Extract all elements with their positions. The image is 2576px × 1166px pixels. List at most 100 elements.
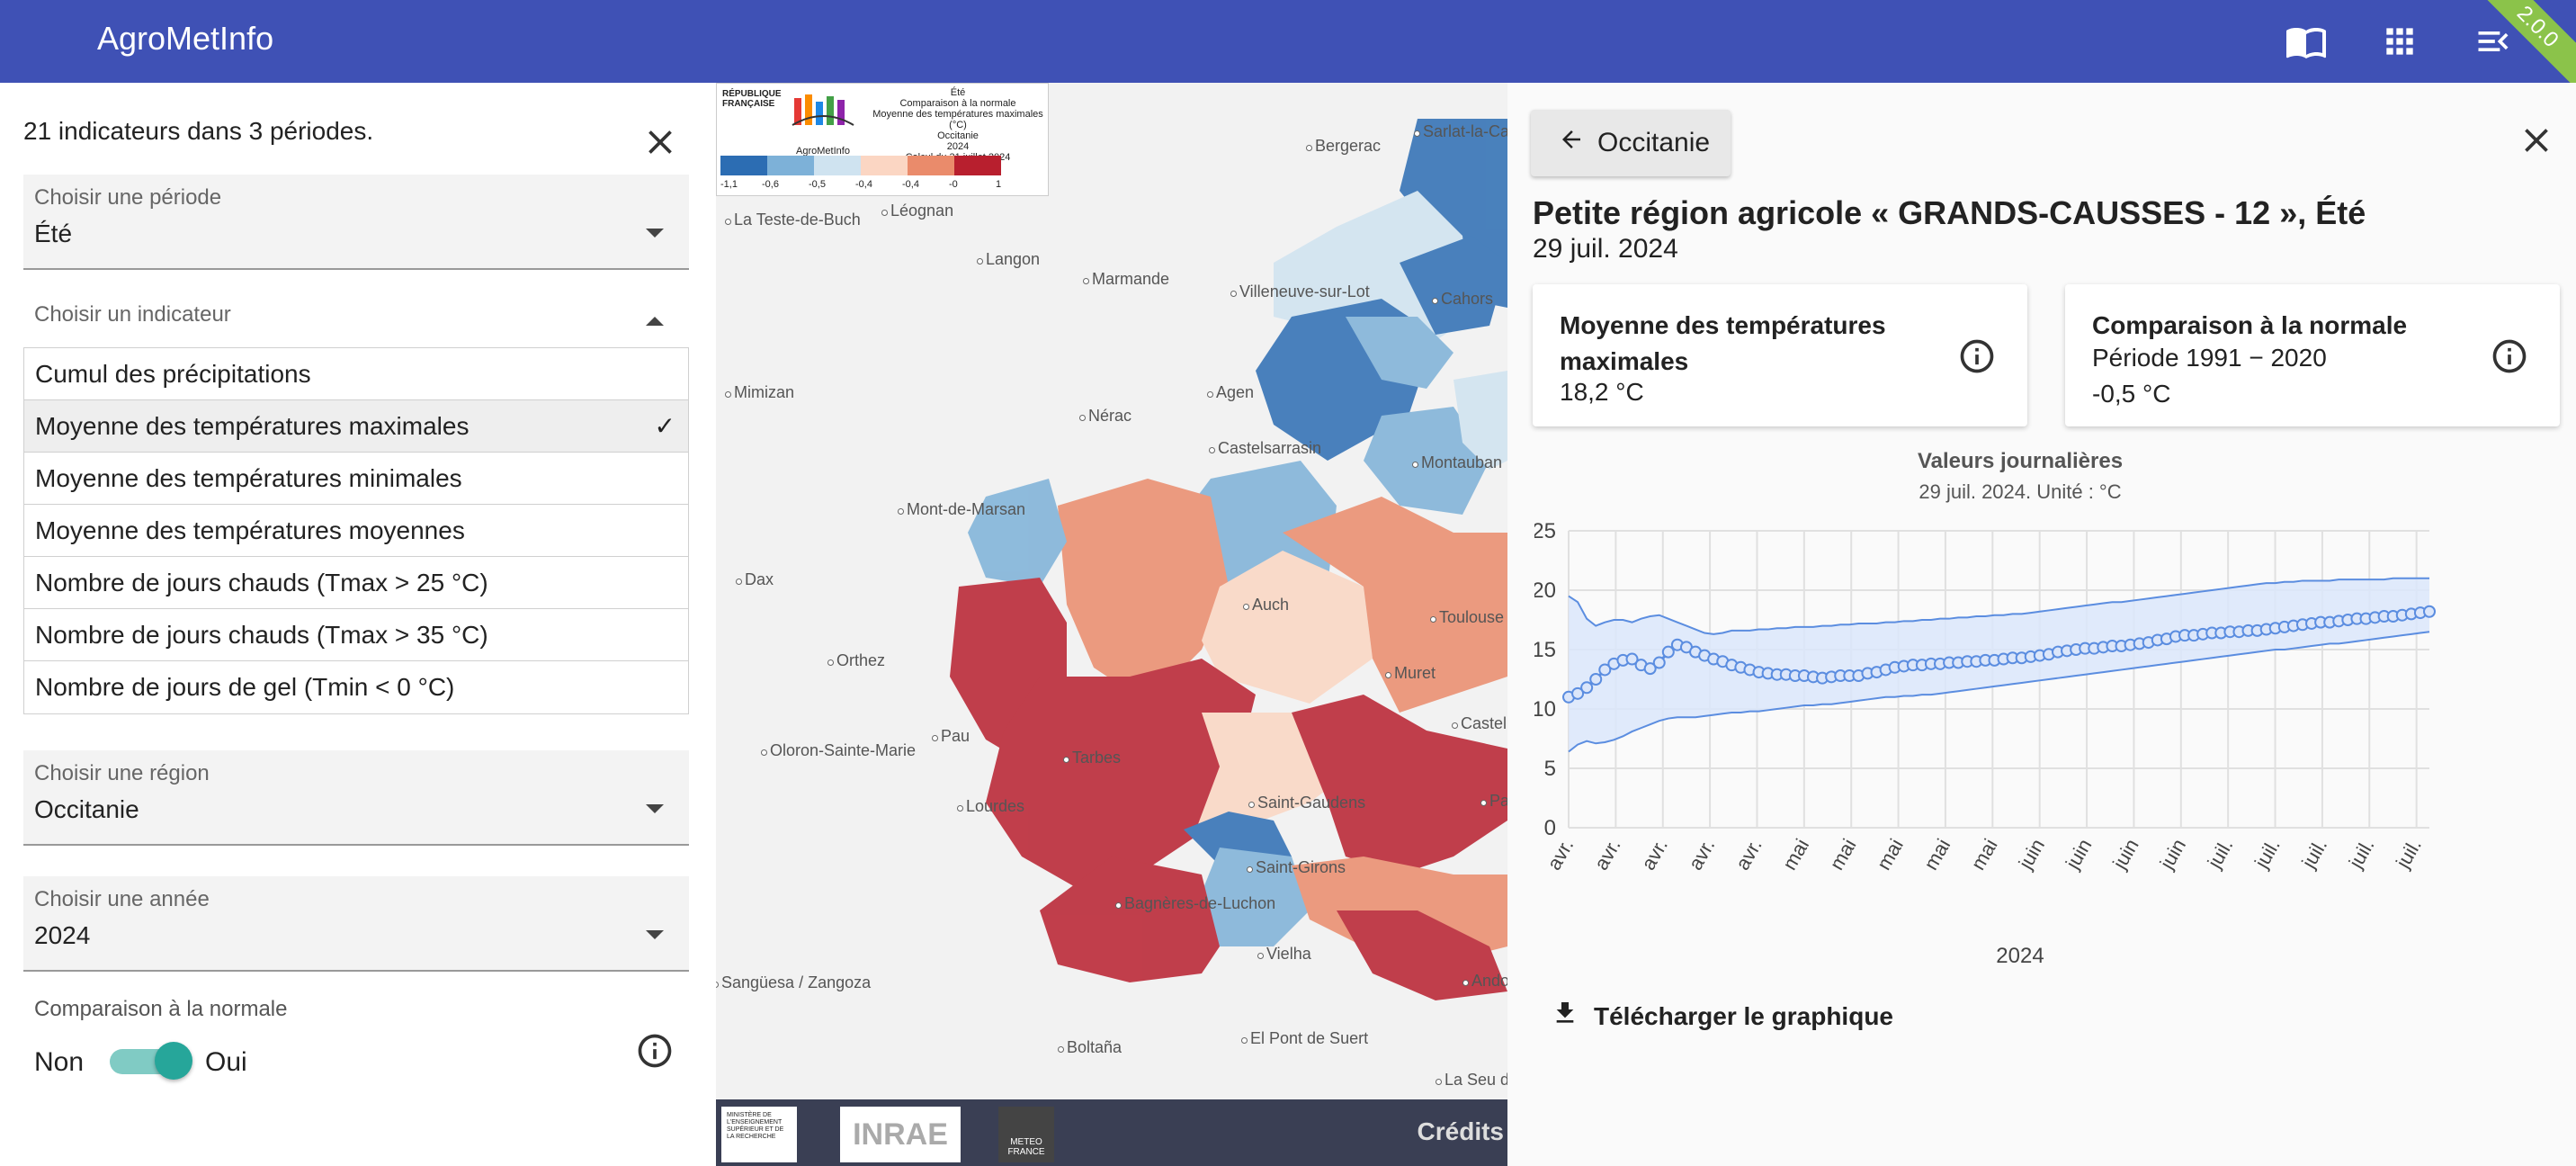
back-button[interactable]: Occitanie [1531,110,1731,176]
x-tick-label: avr. [1543,835,1578,874]
comparison-card-value: -0,5 °C [2092,380,2171,408]
info-icon[interactable] [2490,336,2529,381]
place-label: Mimizan [725,383,794,402]
year-select[interactable]: Choisir une année 2024 [23,876,689,972]
map-region [1058,479,1229,704]
place-name: Dax [745,570,774,588]
place-dot [1430,616,1436,623]
region-select[interactable]: Choisir une région Occitanie [23,750,689,846]
comparison-toggle[interactable] [110,1042,192,1080]
region-label: Choisir une région [34,761,210,785]
back-button-label: Occitanie [1597,128,1711,157]
legend-line: Été [950,87,966,98]
x-axis-label: 2024 [1996,944,2044,968]
close-icon[interactable] [640,122,680,166]
data-point [1598,663,1612,677]
place-name: Marmande [1092,270,1170,288]
credits-link[interactable]: Crédits [1417,1117,1504,1145]
place-name: El Pont de Suert [1250,1029,1369,1047]
period-label: Choisir une période [34,185,222,210]
region-date: 29 juil. 2024 [1533,234,1678,264]
legend-color-bar [720,156,1001,175]
place-dot [932,735,938,741]
place-dot [1452,722,1458,729]
menu-collapse-icon[interactable] [2468,16,2518,67]
indicator-option-label: Nombre de jours de gel (Tmin < 0 °C) [35,673,455,701]
legend-swatch [861,156,908,175]
place-name: Pau [941,727,970,745]
place-dot [957,805,963,812]
place-name: Sangüesa / Zangoza [721,973,872,991]
apps-grid-icon[interactable] [2375,16,2425,67]
place-label: Saint-Girons [1247,858,1346,877]
chart-title: Valeurs journalières [1918,450,2123,473]
agrometinfo-logo: AgroMetInfo [789,89,857,157]
indicator-option[interactable]: Moyenne des températures moyennes [24,505,688,557]
place-name: Boltaña [1067,1038,1123,1056]
map-region [968,479,1067,587]
toggle-knob[interactable] [155,1042,192,1080]
data-point [1580,681,1594,695]
place-label: Marmande [1083,270,1169,289]
place-dot [977,258,983,265]
app-title[interactable]: AgroMetInfo [97,20,274,57]
close-icon[interactable] [2517,121,2556,165]
map-region [1202,551,1373,704]
legend-line: Moyenne des températures maximales (°C) [872,109,1043,130]
indicator-option[interactable]: Nombre de jours chauds (Tmax > 25 °C) [24,557,688,609]
legend-swatch [767,156,814,175]
book-icon[interactable] [2281,16,2331,67]
place-dot [1241,1037,1248,1044]
place-dot [1257,953,1264,959]
ministere-logo[interactable]: MINISTÈRE DE L'ENSEIGNEMENT SUPÉRIEUR ET… [721,1107,797,1162]
download-chart-button[interactable]: Télécharger le graphique [1551,999,1893,1034]
chart-subtitle: 29 juil. 2024. Unité : °C [1919,480,2121,503]
place-name: Toulouse [1439,608,1505,626]
period-select[interactable]: Choisir une période Été [23,175,689,270]
map-region [1283,497,1507,713]
x-tick-label: avr. [1637,835,1672,874]
place-dot [1462,980,1469,986]
place-dot [1306,145,1312,151]
indicator-option[interactable]: Moyenne des températures maximales ✓ [24,400,688,453]
place-label: Andorre-la-Vieille [1462,972,1507,991]
x-tick-label: mai [1778,835,1813,874]
data-point [1652,656,1666,669]
region-map-shapes[interactable] [716,83,1507,1166]
place-label: Dax [736,570,774,589]
year-label: Choisir une année [34,887,210,911]
map-footer: MINISTÈRE DE L'ENSEIGNEMENT SUPÉRIEUR ET… [716,1099,1507,1166]
info-icon[interactable] [635,1031,675,1075]
legend-line: Occitanie [937,130,979,141]
indicator-option-label: Cumul des précipitations [35,360,311,388]
map-legend: RÉPUBLIQUE FRANÇAISE AgroMetInfo Été Comp… [716,83,1049,196]
value-card: Moyenne des températures maximales 18,2 … [1533,284,2027,426]
place-name: Cahors [1441,290,1494,308]
arrow-back-icon [1558,126,1585,160]
data-point [1589,673,1603,686]
indicator-option[interactable]: Moyenne des températures minimales [24,453,688,505]
agrometinfo-logo-text: AgroMetInfo [796,146,850,157]
place-dot [1058,1046,1064,1053]
inrae-logo[interactable]: INRAE [840,1107,961,1162]
meteo-france-logo[interactable]: METEO FRANCE [998,1107,1054,1162]
value-card-value: 18,2 °C [1560,378,1644,406]
top-app-bar: AgroMetInfo 2.0.0 [0,0,2576,99]
x-tick-label: juil. [2344,835,2379,873]
map-region [1184,812,1292,866]
legend-swatch [908,156,954,175]
map-view[interactable]: Bergerac Sarlat-la-Canéda La Teste-de-Buch… [716,83,1507,1166]
indicator-option[interactable]: Nombre de jours de gel (Tmin < 0 °C) [24,661,688,713]
comparison-card-heading: Comparaison à la normale [2092,311,2408,339]
indicator-option[interactable]: Nombre de jours chauds (Tmax > 35 °C) [24,609,688,661]
place-label: Bergerac [1306,137,1381,156]
band-upper-line [1568,577,2429,635]
indicator-select[interactable]: Choisir un indicateur [23,292,689,351]
place-dot [1079,415,1086,421]
place-dot [1243,604,1249,610]
x-tick-label: mai [1966,835,2001,874]
indicator-option[interactable]: Cumul des précipitations [24,348,688,400]
info-icon[interactable] [1957,336,1997,381]
value-card-heading: Moyenne des températures maximales [1560,311,1886,375]
place-label: Oloron-Sainte-Marie [761,741,916,760]
